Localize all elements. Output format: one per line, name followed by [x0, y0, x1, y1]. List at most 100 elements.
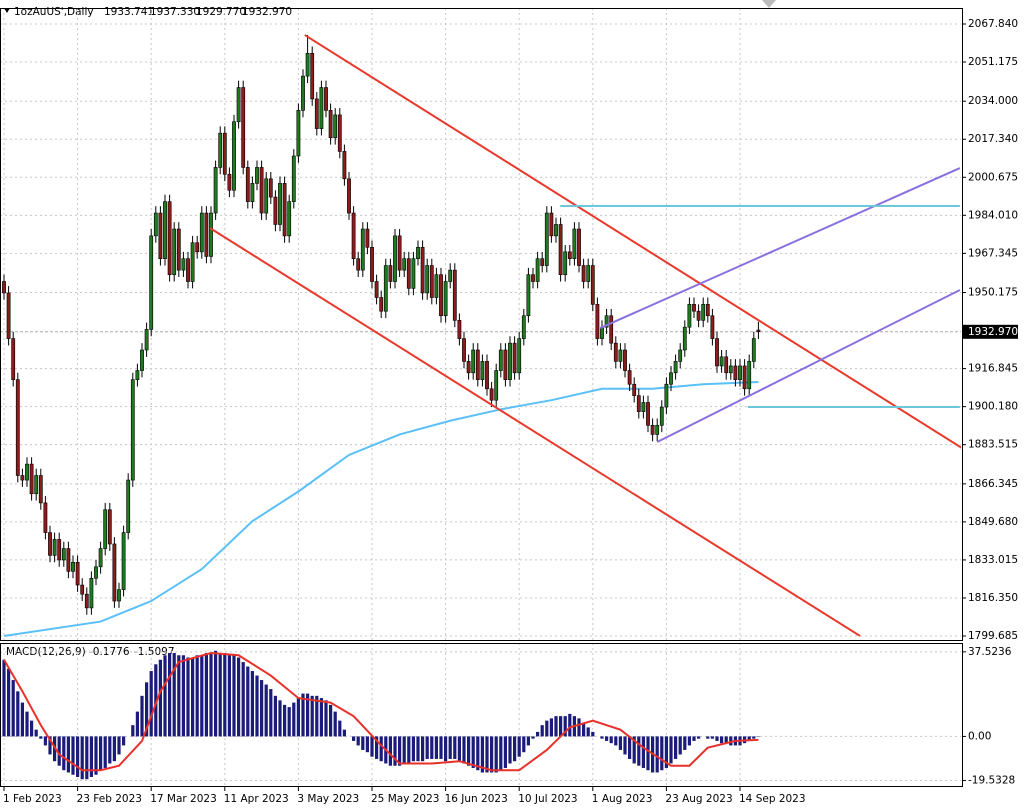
macd-bar [352, 736, 356, 741]
macd-bar [11, 680, 15, 737]
candle-body [38, 475, 43, 504]
macd-bar [191, 657, 195, 737]
macd-bar [122, 736, 126, 746]
candle-body [61, 548, 66, 561]
macd-bar [48, 736, 52, 755]
macd-bar [177, 655, 181, 737]
macd-bar [407, 736, 411, 764]
macd-bar [361, 736, 365, 750]
macd-bar [43, 736, 47, 746]
candle-body [600, 326, 604, 339]
candle-body [678, 349, 683, 362]
macd-bar [223, 653, 227, 737]
candle-body [107, 509, 112, 545]
macd-bar [715, 736, 719, 741]
candle-body [356, 258, 361, 271]
macd-bar [172, 653, 176, 737]
y-tick-label: 1950.175 [968, 287, 1018, 299]
macd-bar [16, 691, 20, 737]
macd-bar [163, 655, 167, 737]
macd-bar [490, 736, 494, 773]
macd-bar [103, 736, 107, 768]
candle-body [264, 178, 269, 214]
macd-bar [30, 720, 34, 737]
trendline [599, 167, 961, 329]
candle-body [673, 361, 678, 374]
candle-body [126, 479, 131, 533]
macd-main-value: -0.1776 [89, 646, 130, 658]
candle-body [512, 342, 517, 374]
macd-bar [356, 736, 360, 746]
macd-bar [154, 664, 158, 737]
candle-body [508, 342, 512, 380]
macd-bar [729, 736, 733, 746]
candle-body [549, 212, 554, 237]
candle-body [425, 265, 430, 294]
y-tick-label: 1916.845 [968, 363, 1018, 375]
macd-bar [292, 702, 296, 737]
macd-bar [669, 736, 673, 764]
macd-bar [605, 736, 609, 741]
candle-body [337, 114, 342, 152]
macd-bar [476, 736, 480, 771]
candle-body [646, 402, 650, 426]
candle-body [632, 383, 637, 396]
ohlc-open: 1933.741 [104, 6, 154, 18]
candle-body [75, 561, 80, 586]
macd-bar [448, 736, 452, 759]
candle-body [669, 372, 673, 385]
candle-body [153, 212, 158, 237]
macd-bar [554, 716, 558, 737]
macd-bar [273, 695, 277, 737]
candle-body [213, 167, 218, 214]
macd-bar [283, 704, 287, 737]
candle-body [618, 349, 623, 362]
macd-bar [66, 736, 70, 773]
x-tick-label: 1 Aug 2023 [592, 793, 653, 805]
macd-bar [467, 736, 471, 766]
x-tick-label: 16 Jun 2023 [445, 793, 508, 805]
candle-body [84, 593, 89, 609]
candle-body [140, 349, 144, 371]
candle-body [383, 265, 388, 312]
candle-body [314, 98, 319, 129]
candle-body [112, 543, 117, 602]
candle-body [98, 548, 103, 568]
macd-bar [329, 704, 333, 737]
macd-bar [416, 736, 420, 762]
candle-body [429, 265, 434, 298]
candle-body [190, 242, 195, 282]
candle-body [595, 304, 600, 339]
macd-bar [411, 736, 415, 762]
macd-bar [255, 675, 259, 737]
symbol-menu-arrow[interactable] [4, 8, 10, 13]
candle-body [379, 297, 384, 312]
macd-bar [618, 736, 622, 750]
macd-bar [71, 736, 75, 775]
candle-body [204, 212, 209, 257]
y-tick-label: 2000.675 [968, 171, 1018, 183]
candle-body [209, 212, 213, 257]
macd-bar [158, 659, 162, 737]
macd-bar [393, 736, 397, 766]
candle-body [531, 274, 535, 282]
macd-bar [660, 736, 664, 771]
y-tick-label: 1849.680 [968, 516, 1018, 528]
macd-bar [586, 727, 590, 737]
macd-bar [131, 725, 135, 737]
macd-bar [306, 693, 310, 737]
candle-body [733, 365, 738, 380]
candle-body [250, 183, 255, 202]
candle-body [581, 265, 586, 282]
macd-bar [494, 736, 498, 773]
y-tick-label: 2034.000 [968, 95, 1018, 107]
price-plot [1, 9, 961, 640]
candle-body [696, 310, 701, 321]
candle-body [393, 235, 397, 282]
candle-body [567, 251, 572, 259]
macd-bar [57, 736, 61, 766]
y-tick-label: 2067.840 [968, 18, 1018, 30]
candle-body [521, 315, 526, 339]
macd-bar [453, 736, 457, 759]
y-tick-label: 2017.340 [968, 133, 1018, 145]
